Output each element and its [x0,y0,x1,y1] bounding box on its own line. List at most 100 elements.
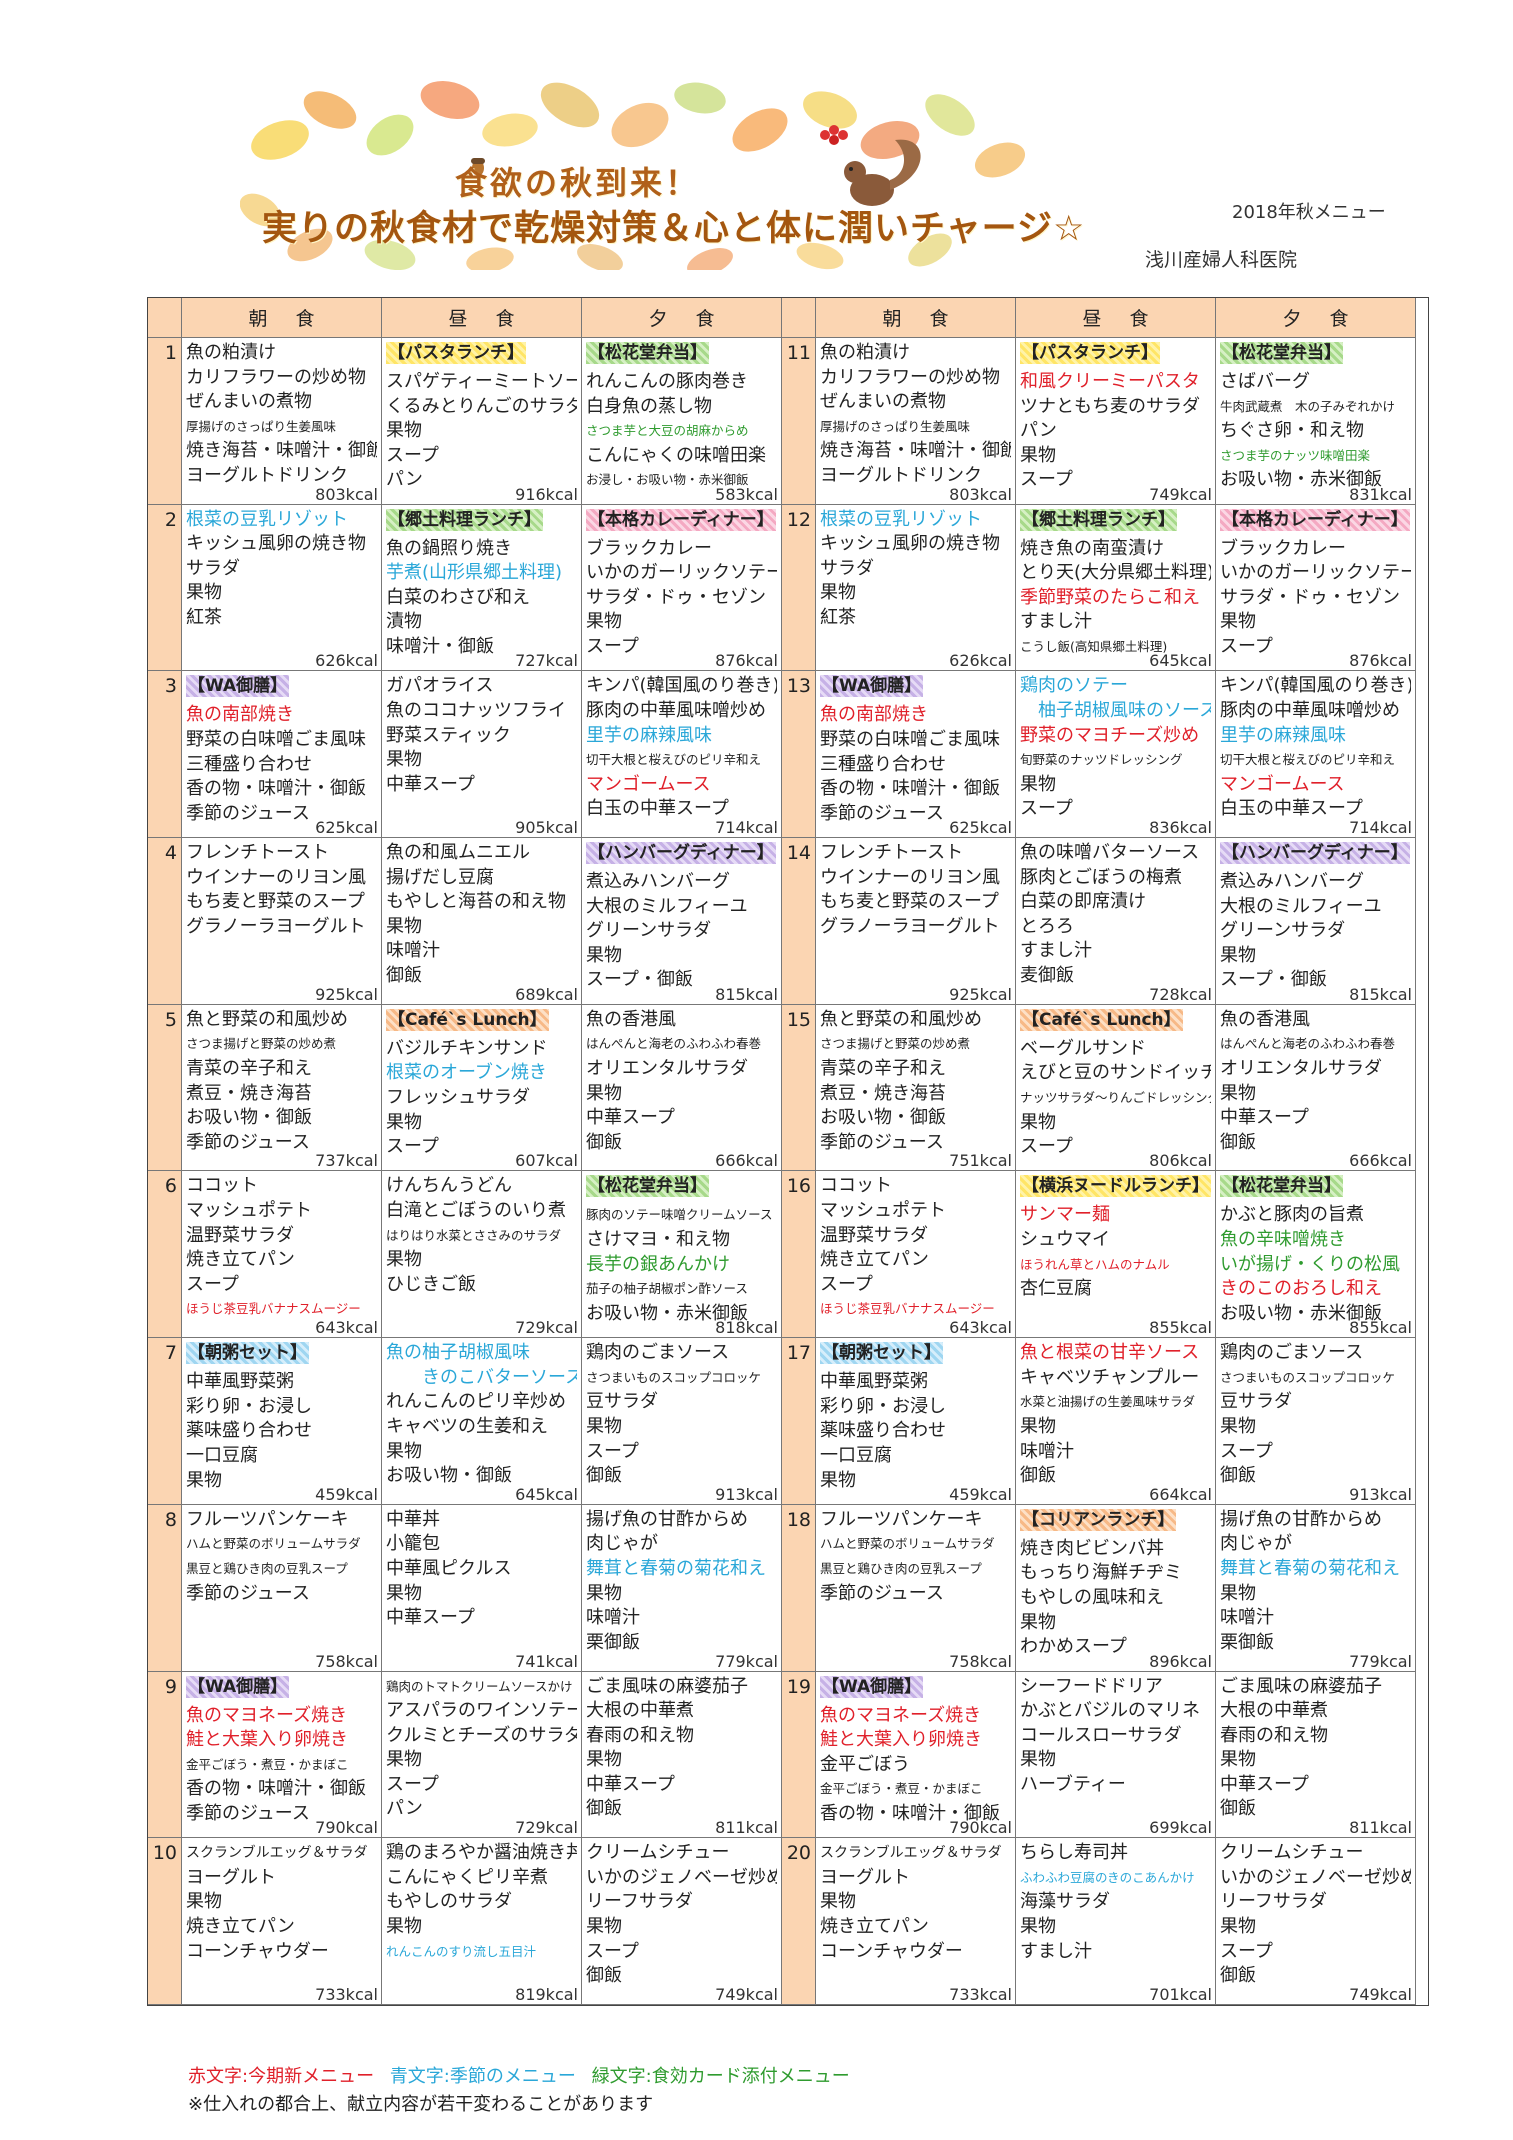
menu-item: 魚の粕漬け [820,342,910,363]
menu-item: もやしの風味和え [1020,1587,1164,1608]
menu-item: 野菜の白味噌ごま風味 [820,728,1000,750]
calorie-label: 855kcal [1149,1318,1212,1338]
menu-item: オリエンタルサラダ [1220,1057,1382,1079]
menu-item: 栗御飯 [586,1631,640,1653]
menu-item: 牛肉武蔵煮 木の子みぞれかけ [1220,398,1396,414]
menu-item: 薬味盛り合わせ [186,1420,312,1442]
menu-item: ブラックカレー [1220,537,1346,559]
menu-item: 御飯 [586,1131,622,1153]
menu-item: はりはり水菜とささみのサラダ [386,1227,562,1243]
meal-cell: 【パスタランチ】 和風クリーミーパスタ ツナともち麦のサラダ パン 果物 スープ 749kc… [1016,338,1216,505]
meal-cell: 【WA御膳】 魚の南部焼き 野菜の白味噌ごま風味 三種盛り合わせ 香の物・味噌汁・御飯季… [182,671,382,839]
menu-item: 小籠包 [386,1533,440,1555]
menu-item: 御飯 [1220,1131,1256,1153]
squirrel-icon [844,139,921,206]
menu-item: れんこんの豚肉巻き [586,371,748,392]
menu-item: 果物 [186,1891,222,1913]
menu-item: 果物 [386,915,422,937]
menu-item: 魚の南部焼き [820,704,928,726]
menu-item: 白菜の即席漬け [1020,891,1146,913]
meal-cell: 【朝粥セット】 中華風野菜粥 彩り卵・お浸し 薬味盛り合わせ 一口豆腐 果物 459kcal [182,1338,382,1505]
calorie-label: 741kcal [515,1651,578,1671]
meal-cell: 【朝粥セット】 中華風野菜粥 彩り卵・お浸し 薬味盛り合わせ 一口豆腐 果物 459kcal [816,1338,1016,1505]
menu-item: 切干大根と桜えびのピリ辛和え [586,752,762,768]
day-number: 7 [148,1338,182,1505]
day-number: 2 [148,504,182,672]
menu-item: 麦御飯 [1020,965,1074,987]
menu-item: 豆サラダ [1220,1391,1292,1413]
meal-set-badge: 【WA御膳】 [820,1675,924,1698]
day-number: 12 [782,504,816,672]
meal-set-badge: 【WA御膳】 [186,1675,290,1698]
menu-item: スープ [1020,798,1073,820]
calorie-label: 626kcal [949,651,1012,671]
menu-item: 根菜の豆乳リゾット [186,508,348,530]
menu-item: こんにゃくピリ辛煮 [386,1866,548,1888]
meal-cell: 【WA御膳】 魚の南部焼き 野菜の白味噌ごま風味 三種盛り合わせ 香の物・味噌汁・御飯季… [816,671,1016,839]
meal-set-badge: 【郷土料理ランチ】 [1020,508,1177,531]
menu-item: 季節のジュース [820,802,944,824]
meal-set-badge: 【松花堂弁当】 [586,1175,709,1198]
day-number: 15 [782,1004,816,1172]
menu-item: 御飯 [586,1798,622,1820]
menu-item: 果物 [820,1891,856,1913]
menu-item: グリーンサラダ [1220,920,1346,942]
menu-item: 果物 [1220,1582,1256,1604]
menu-item: キンパ(韓国風のり巻き) [1220,675,1411,697]
menu-item: いかのジェノベーゼ炒め [586,1866,777,1888]
menu-item: ちらし寿司丼 [1020,1842,1128,1864]
menu-item: 焼き立てパン [820,1915,929,1937]
menu-item: ウインナーのリヨン風 [820,866,1000,888]
menu-item: いかのジェノベーゼ炒め [1220,1866,1411,1888]
menu-item: 御飯 [586,1465,622,1487]
menu-item: 煮込みハンバーグ [1220,871,1364,893]
day-number: 16 [782,1171,816,1339]
meal-cell: フレンチトースト ウインナーのリヨン風 もち麦と野菜のスープ グラノーラヨーグルト 92… [182,838,382,1005]
calorie-label: 913kcal [715,1484,778,1504]
menu-item: サンマー麺 [1020,1204,1110,1226]
menu-item: スープ [1220,1440,1273,1462]
menu-item: 果物 [1220,1415,1256,1437]
menu-item: ココット [186,1175,258,1197]
calorie-label: 876kcal [1349,651,1412,671]
menu-item: クリームシチュー [586,1842,730,1864]
meal-cell: けんちんうどん 白滝とごぼうのいり煮 はりはり水菜とささみのサラダ 果物 ひじきご飯 72… [382,1171,582,1339]
meal-cell: 【コリアンランチ】 焼き肉ビビンバ丼 もっちり海鮮チヂミ もやしの風味和え 果物 わかめス… [1016,1504,1216,1672]
menu-item: ほうれん草とハムのナムル [1020,1256,1170,1272]
calorie-label: 758kcal [949,1651,1012,1671]
menu-item: 豚肉のソテー味噌クリームソース [586,1207,773,1223]
menu-item: フルーツパンケーキ [186,1508,349,1530]
menu-item: 御飯 [1220,1465,1256,1487]
menu-item: ナッツサラダ～りんごドレッシング～ [1020,1089,1211,1105]
menu-item: 三種盛り合わせ [820,753,946,775]
menu-item: 豆サラダ [586,1391,658,1413]
meal-set-badge: 【WA御膳】 [186,675,290,698]
menu-item: すまし汁 [1020,1940,1092,1962]
menu-item: 大根のミルフィーユ [1220,895,1382,917]
menu-item: 切干大根と桜えびのピリ辛和え [1220,752,1396,768]
calorie-label: 701kcal [1149,1984,1212,2004]
day-number: 6 [148,1171,182,1339]
menu-item: 香の物・味噌汁・御飯 [820,1802,1000,1824]
day-number: 3 [148,671,182,839]
calorie-label: 643kcal [949,1318,1012,1338]
meal-cell: 【Café`s Lunch】 バジルチキンサンド 根菜のオーブン焼き フレッシュサラダ… [382,1004,582,1172]
meal-cell: 魚の香港風 はんぺんと海老のふわふわ春巻 オリエンタルサラダ 果物 中華スープ 御飯 666… [582,1004,782,1172]
legend-blue-text: 青文字:季節のメニュー [389,2066,576,2087]
calorie-label: 819kcal [515,1984,578,2004]
menu-item: 魚の柚子胡椒風味 [386,1342,530,1364]
menu-item: 焼き立てパン [186,1915,295,1937]
menu-item: 野菜のマヨチーズ炒め [1020,724,1200,746]
calorie-label: 811kcal [1349,1818,1412,1838]
menu-item: 舞茸と春菊の菊花和え [1220,1558,1400,1579]
calorie-label: 925kcal [949,984,1012,1004]
menu-item: きのこのおろし和え [1220,1278,1382,1300]
meal-cell: 魚の粕漬け カリフラワーの炒め物 ぜんまいの煮物 厚揚げのさっぱり生姜風味 焼き海苔・味… [182,338,382,505]
menu-item: 魚と根菜の甘辛ソース [1020,1342,1200,1364]
calorie-label: 779kcal [715,1651,778,1671]
calorie-label: 836kcal [1149,818,1212,838]
menu-item: カリフラワーの炒め物 [186,366,366,388]
calorie-label: 790kcal [315,1818,378,1838]
menu-item: 黒豆と鶏ひき肉の豆乳スープ [820,1561,982,1576]
menu-item: 煮豆・焼き海苔 [186,1082,312,1104]
